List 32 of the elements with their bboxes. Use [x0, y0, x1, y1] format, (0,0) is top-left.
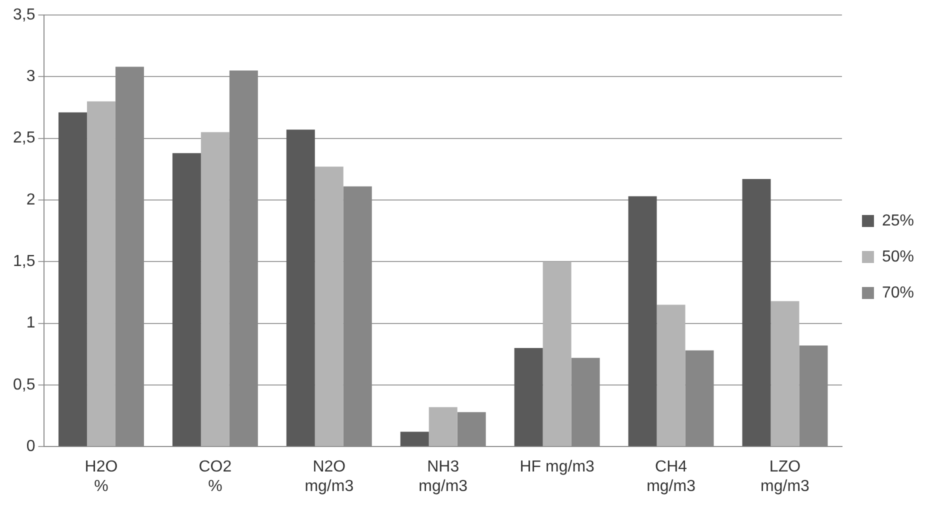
bar — [656, 304, 686, 446]
x-tick-label: NH3 mg/m3 — [418, 458, 468, 495]
x-tick-label: HF mg/m3 — [520, 458, 595, 476]
y-tick-label: 0 — [26, 438, 36, 456]
legend-label: 70% — [882, 284, 914, 302]
bar — [770, 301, 800, 446]
x-tick-label: N2O mg/m3 — [304, 458, 354, 495]
y-tick-label: 2,5 — [12, 130, 36, 147]
bar — [514, 348, 543, 446]
bar — [542, 262, 572, 446]
x-tick-label: CH4 mg/m3 — [646, 458, 696, 495]
y-tick-label: 0,5 — [12, 376, 36, 394]
bar — [172, 153, 201, 446]
y-tick-label: 3,5 — [12, 6, 36, 24]
bar — [428, 407, 458, 446]
x-tick-label: LZO mg/m3 — [760, 458, 810, 495]
bar — [286, 130, 315, 446]
legend-label: 50% — [882, 248, 914, 266]
y-tick-label: 2 — [26, 191, 36, 208]
bar — [86, 101, 116, 446]
bar — [314, 166, 344, 446]
bar — [628, 196, 657, 446]
bar — [742, 179, 771, 446]
y-tick-label: 3 — [26, 68, 36, 86]
bar — [400, 432, 429, 446]
bar — [200, 132, 230, 446]
x-tick-label: CO2 % — [198, 458, 232, 495]
y-tick-label: 1,5 — [12, 253, 36, 270]
legend-label: 25% — [882, 212, 914, 230]
x-tick-label: H2O % — [84, 458, 118, 495]
y-tick-label: 1 — [26, 314, 36, 332]
bar — [58, 112, 87, 446]
